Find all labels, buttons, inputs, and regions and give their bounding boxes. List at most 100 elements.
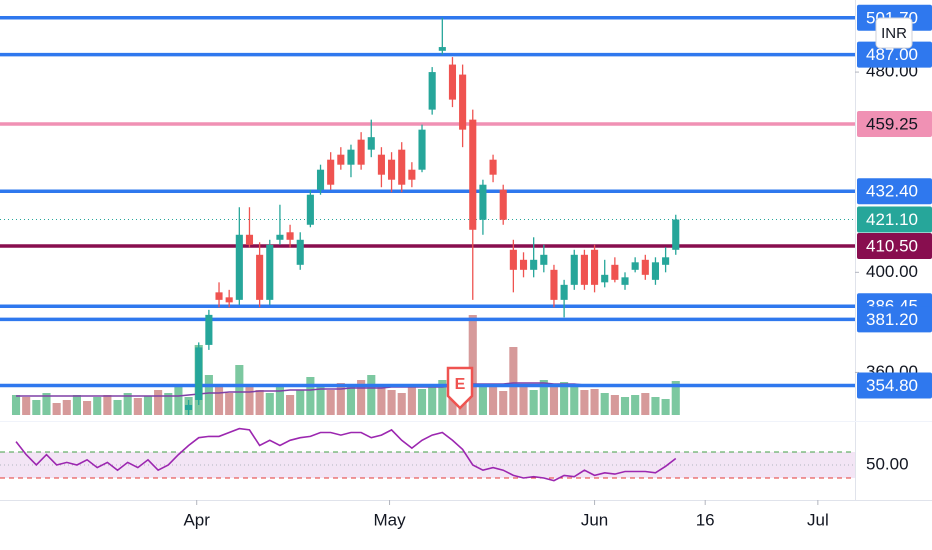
candle-body	[651, 262, 660, 280]
candle-body	[316, 169, 325, 190]
volume-bar	[590, 389, 599, 415]
volume-bar	[489, 387, 498, 415]
volume-bar	[539, 380, 548, 415]
volume-bar	[468, 315, 477, 415]
volume-bar	[42, 393, 51, 415]
currency-label: INR	[881, 25, 907, 42]
candle-body	[398, 149, 406, 185]
volume-bar	[265, 393, 274, 415]
volume-bar	[529, 390, 538, 415]
volume-bar	[113, 400, 122, 415]
candle-body	[377, 154, 385, 175]
level-label: 354.80	[866, 376, 918, 395]
x-tick-label: Apr	[183, 510, 210, 529]
plot-area	[0, 16, 855, 415]
volume-bar	[275, 387, 284, 415]
volume-bar	[286, 395, 295, 415]
volume-bar	[438, 380, 447, 415]
candle-body	[459, 74, 467, 130]
volume-bar	[549, 387, 559, 415]
level-label-box	[857, 233, 932, 260]
volume-bar	[407, 385, 416, 415]
volume-bar	[377, 385, 386, 415]
candle-body	[672, 219, 680, 250]
level-label: 432.40	[866, 182, 918, 201]
candle-body	[550, 269, 558, 300]
candle-body	[266, 244, 274, 300]
event-marker	[446, 366, 474, 410]
volume-bar	[225, 393, 234, 415]
candle-body	[499, 189, 507, 220]
candle-body	[469, 119, 477, 230]
candle-body	[306, 194, 314, 225]
volume-bar	[478, 385, 487, 415]
candle-body	[621, 277, 629, 285]
candle-body	[185, 404, 193, 410]
candle-body	[580, 254, 588, 285]
volume-bar	[641, 393, 650, 415]
candle-body	[245, 234, 254, 245]
level-label-box	[857, 178, 932, 205]
volume-bar	[306, 377, 315, 415]
volume-bar	[22, 397, 31, 415]
candle-body	[367, 137, 375, 150]
volume-bar	[509, 347, 518, 415]
candle-body	[195, 347, 203, 400]
volume-bar	[651, 397, 660, 415]
x-tick-label: Jul	[807, 510, 829, 529]
level-label: 487.00	[866, 45, 918, 64]
volume-bar	[214, 385, 224, 415]
volume-bar	[245, 385, 254, 415]
candle-body	[428, 72, 436, 110]
candle-body	[448, 64, 457, 100]
level-label: 381.20	[866, 310, 918, 329]
candle-body	[540, 254, 548, 265]
candle-body	[591, 249, 599, 285]
volume-bar	[123, 393, 132, 415]
candle-body	[418, 129, 426, 170]
candle-body	[601, 274, 609, 283]
volume-bar	[600, 393, 609, 415]
level-label: 410.50	[866, 237, 918, 256]
candle-body	[388, 159, 396, 180]
volume-bar	[387, 390, 396, 415]
volume-bar	[631, 395, 640, 415]
volume-bar	[296, 390, 305, 415]
candle-body	[225, 297, 233, 303]
candle-body	[337, 154, 345, 165]
candle-body	[215, 292, 223, 300]
volume-bar	[661, 399, 670, 415]
volume-bar	[570, 387, 579, 415]
volume-bar	[560, 382, 569, 415]
volume-bar	[620, 397, 630, 415]
volume-bar	[11, 395, 21, 415]
volume-bar	[133, 398, 142, 415]
volume-ma-line	[16, 382, 615, 397]
volume-bar	[519, 385, 528, 415]
candle-body	[509, 249, 517, 270]
x-tick-label: May	[373, 510, 406, 529]
level-label-box	[857, 111, 932, 138]
level-label-box	[857, 372, 932, 399]
x-tick-label: Jun	[581, 510, 608, 529]
candle-body	[347, 149, 355, 165]
volume-bar	[671, 381, 680, 415]
candle-body	[235, 234, 243, 300]
volume-bar	[580, 390, 589, 415]
candle-body	[560, 284, 568, 300]
volume-bar	[52, 403, 61, 415]
candle-body	[205, 314, 213, 345]
volume-bar	[367, 375, 376, 415]
volume-bar	[397, 393, 406, 415]
candle-body	[641, 259, 649, 275]
volume-bar	[316, 385, 325, 415]
candle-body	[611, 264, 619, 280]
volume-bar	[62, 400, 71, 415]
event-label: E	[455, 376, 466, 393]
volume-bar	[154, 390, 163, 415]
level-label-box	[857, 306, 932, 333]
rsi-pane	[15, 427, 677, 482]
volume-bar	[93, 397, 102, 415]
volume-bar	[204, 375, 213, 415]
